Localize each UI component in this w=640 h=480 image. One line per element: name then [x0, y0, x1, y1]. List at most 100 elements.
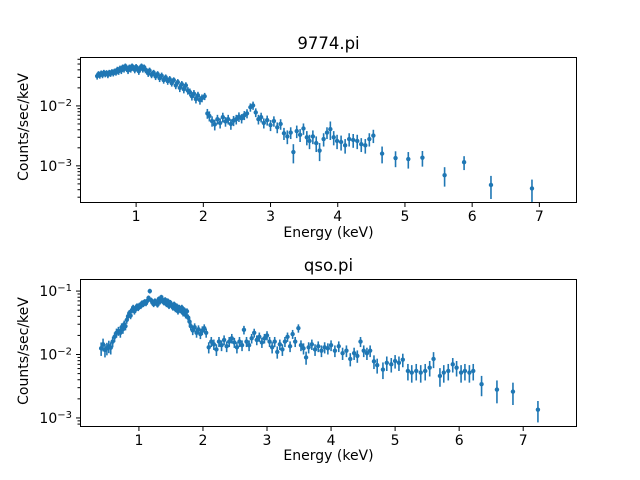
data-point-marker — [307, 138, 312, 144]
data-point-marker — [494, 387, 500, 392]
data-series — [98, 288, 541, 423]
data-point-marker — [312, 347, 318, 352]
data-point-marker — [462, 368, 468, 374]
data-point-marker — [191, 91, 197, 96]
data-point-marker — [292, 339, 298, 344]
data-point-marker — [420, 155, 425, 160]
data-point-marker — [437, 373, 443, 379]
data-point-marker — [298, 343, 304, 348]
data-point-marker — [379, 151, 385, 156]
data-point-marker — [344, 348, 349, 353]
data-point-marker — [409, 370, 414, 375]
data-point-marker — [314, 140, 319, 146]
data-point-marker — [510, 389, 516, 394]
data-point-marker — [288, 130, 293, 135]
data-point-marker — [287, 344, 293, 349]
data-point-marker — [340, 350, 345, 356]
data-point-marker — [361, 348, 366, 353]
data-point-marker — [232, 340, 237, 345]
data-point-marker — [358, 339, 363, 344]
data-point-marker — [110, 339, 115, 344]
data-point-marker — [220, 114, 226, 120]
data-point-marker — [303, 355, 309, 360]
data-point-marker — [258, 114, 264, 120]
data-point-marker — [250, 103, 256, 108]
data-point-marker — [479, 382, 484, 387]
data-point-marker — [454, 365, 459, 370]
x-tick-label: 3 — [263, 433, 272, 449]
data-point-marker — [215, 117, 220, 122]
data-point-marker — [257, 334, 262, 340]
data-point-marker — [206, 345, 211, 350]
data-point-marker — [461, 160, 467, 165]
data-point-marker — [281, 131, 287, 136]
data-point-marker — [179, 82, 185, 87]
data-point-marker — [202, 94, 207, 99]
data-point-marker — [147, 68, 152, 73]
data-point-marker — [431, 356, 436, 362]
data-point-marker — [128, 313, 133, 318]
data-point-marker — [285, 134, 290, 139]
data-point-marker — [348, 356, 353, 362]
data-point-marker — [253, 110, 258, 115]
data-point-marker — [108, 345, 113, 350]
data-point-marker — [173, 83, 178, 88]
data-point-marker — [364, 350, 370, 356]
data-point-marker — [155, 302, 160, 307]
data-point-marker — [367, 136, 372, 142]
data-point-marker — [334, 138, 340, 144]
plot1-title: 9774.pi — [297, 34, 360, 53]
x-tick-label: 6 — [468, 209, 477, 225]
data-point-marker — [319, 348, 324, 353]
data-point-marker — [151, 70, 156, 75]
data-point-marker — [262, 336, 267, 341]
data-point-marker — [301, 346, 306, 351]
data-point-marker — [212, 122, 217, 127]
data-point-marker — [280, 347, 285, 352]
data-point-marker — [423, 368, 428, 374]
data-point-marker — [325, 346, 331, 351]
tick-labels: 1 2 3 4 5 6 7 10−3 10−2 10−1 — [39, 283, 527, 449]
data-point-marker — [239, 343, 245, 348]
data-point-marker — [351, 350, 357, 356]
data-point-marker — [123, 323, 128, 329]
data-point-marker — [269, 345, 275, 350]
plot2-y-axis-label: Counts/sec/keV — [15, 297, 32, 405]
data-point-marker — [275, 125, 280, 130]
data-point-marker — [427, 365, 432, 370]
data-point-marker — [192, 324, 197, 330]
data-point-marker — [261, 120, 267, 126]
data-point-marker — [209, 118, 215, 124]
data-point-marker — [264, 333, 270, 338]
data-point-marker — [336, 344, 341, 349]
x-tick-label: 5 — [400, 209, 409, 225]
data-point-marker — [297, 132, 303, 137]
plot2-x-axis-label: Energy (keV) — [283, 448, 374, 464]
data-point-marker — [278, 121, 283, 127]
data-point-marker — [277, 342, 283, 347]
x-tick-label: 7 — [535, 209, 544, 225]
data-point-marker — [159, 73, 164, 78]
data-point-marker — [112, 334, 117, 340]
data-point-marker — [392, 358, 398, 364]
data-point-marker — [535, 407, 541, 412]
data-point-marker — [294, 128, 299, 134]
data-point-marker — [244, 111, 250, 116]
data-point-marker — [267, 339, 272, 344]
y-tick-label: 10−2 — [39, 98, 72, 115]
data-point-marker — [359, 141, 364, 147]
data-point-marker — [221, 337, 227, 343]
data-point-marker — [301, 126, 306, 131]
tick-marks — [76, 290, 524, 431]
y-tick-label: 10−1 — [39, 283, 72, 300]
plot1-x-axis-label: Energy (keV) — [283, 225, 374, 241]
data-point-marker — [259, 340, 265, 345]
data-point-marker — [228, 121, 234, 127]
data-point-marker — [371, 359, 377, 364]
data-point-marker — [400, 357, 405, 362]
data-point-marker — [181, 87, 187, 92]
data-point-marker — [306, 345, 311, 350]
data-point-marker — [100, 342, 106, 347]
data-point-marker — [147, 288, 153, 294]
data-point-marker — [214, 347, 219, 352]
